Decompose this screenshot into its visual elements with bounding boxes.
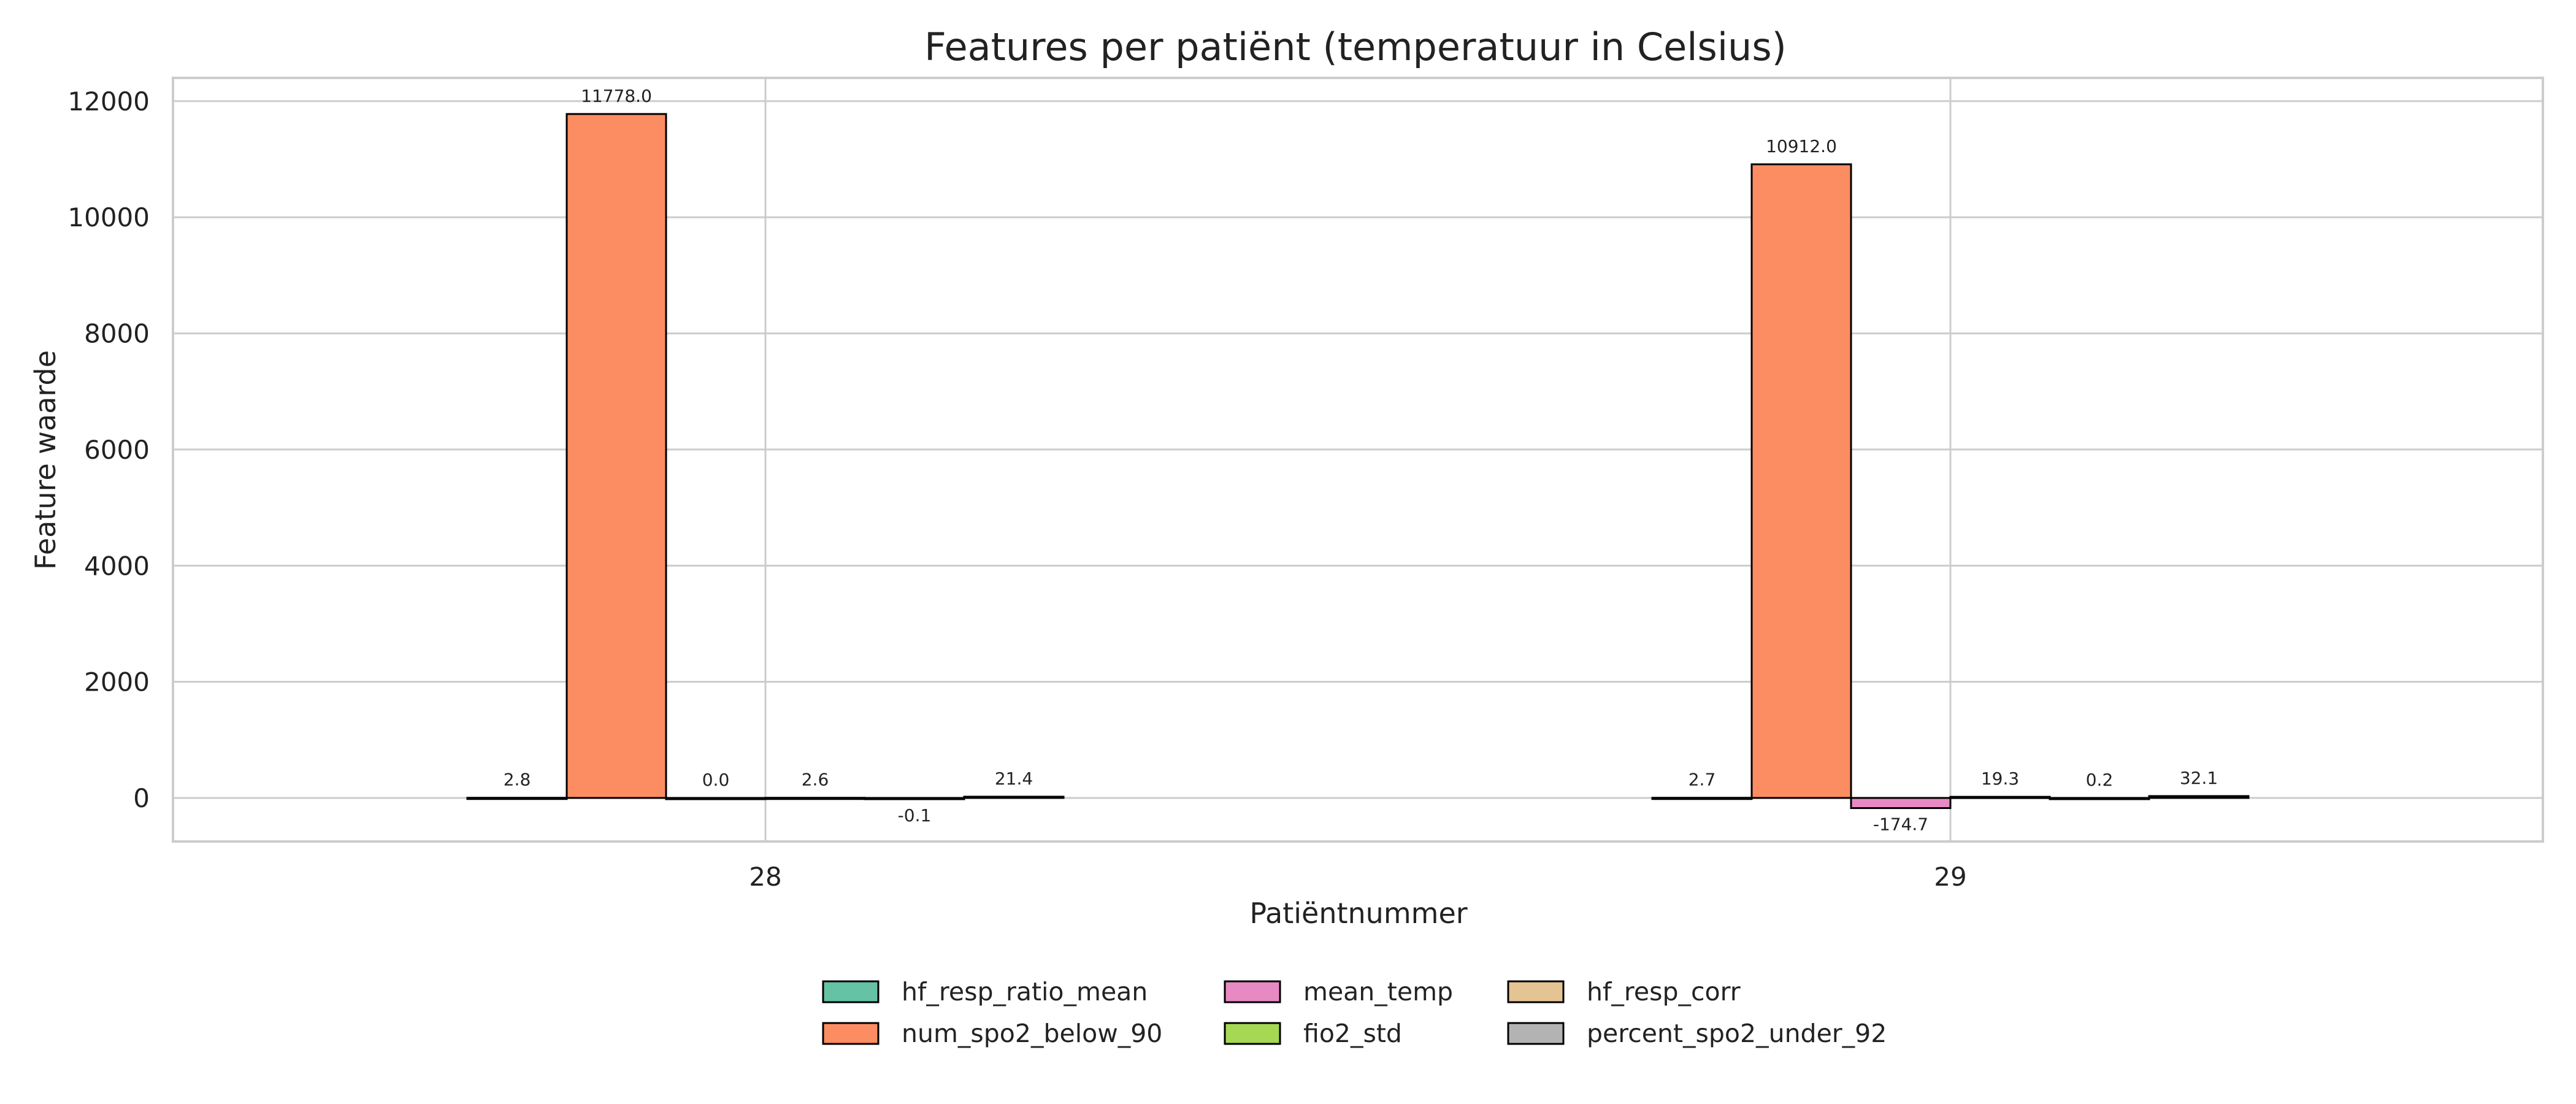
legend-label: percent_spo2_under_92 — [1587, 1019, 1887, 1048]
legend-swatch-hf_resp_ratio_mean — [822, 980, 880, 1003]
legend: hf_resp_ratio_mean num_spo2_below_90 mean_… — [822, 977, 1887, 1048]
bar-num_spo2_below_90-29 — [1750, 163, 1852, 799]
bar-value-label: 19.3 — [1981, 769, 2019, 789]
legend-swatch-hf_resp_corr — [1507, 980, 1565, 1003]
legend-label: hf_resp_corr — [1587, 977, 1741, 1006]
bar-value-label: 11778.0 — [581, 86, 652, 106]
bar-num_spo2_below_90-28 — [565, 113, 667, 799]
bar-hf_resp_ratio_mean-29 — [1651, 797, 1753, 800]
y-tick-label: 12000 — [67, 86, 150, 117]
y-tick-label: 8000 — [84, 319, 150, 349]
bar-hf_resp_ratio_mean-28 — [466, 797, 568, 800]
plot-area: 0 2000 4000 6000 8000 10000 12000 28 29 2.8 2.7 117… — [67, 77, 2544, 892]
bar-value-label: 10912.0 — [1766, 136, 1837, 156]
y-tick-label: 10000 — [67, 202, 150, 232]
bar-value-label: 32.1 — [2180, 768, 2218, 788]
bar-value-label: 2.7 — [1689, 770, 1716, 790]
bar-percent_spo2_under_92-29 — [2148, 795, 2250, 799]
x-tick-label: 29 — [1934, 862, 1966, 892]
bar-value-label: -0.1 — [898, 805, 932, 826]
legend-swatch-num_spo2_below_90 — [822, 1022, 880, 1045]
x-axis-label: Patiëntnummer — [1249, 897, 1467, 930]
y-tick-label: 2000 — [84, 667, 150, 697]
bar-value-label: -174.7 — [1873, 815, 1928, 835]
y-axis-label: Feature waarde — [29, 350, 62, 570]
bar-value-label: 2.6 — [802, 770, 829, 790]
bar-value-label: 21.4 — [995, 769, 1033, 789]
y-tick-label: 4000 — [84, 551, 150, 581]
bar-mean_temp-29 — [1850, 797, 1952, 810]
legend-label: num_spo2_below_90 — [902, 1019, 1162, 1048]
bar-value-label: 0.2 — [2086, 770, 2114, 790]
legend-swatch-mean_temp — [1224, 980, 1281, 1003]
y-tick-label: 0 — [133, 783, 150, 813]
chart-title: Features per patiënt (temperatuur in Cel… — [924, 25, 1787, 69]
plot-frame — [172, 77, 2544, 843]
bar-hf_resp_corr-29 — [2049, 797, 2150, 800]
legend-swatch-percent_spo2_under_92 — [1507, 1022, 1565, 1045]
legend-label: fio2_std — [1303, 1019, 1402, 1048]
legend-label: hf_resp_ratio_mean — [902, 977, 1148, 1006]
x-tick-label: 28 — [749, 862, 781, 892]
bar-value-label: 0.0 — [702, 770, 730, 790]
legend-swatch-fio2_std — [1224, 1022, 1281, 1045]
legend-label: mean_temp — [1303, 977, 1453, 1006]
bar-fio2_std-28 — [764, 797, 866, 800]
bar-hf_resp_corr-28 — [864, 797, 965, 800]
y-tick-label: 6000 — [84, 435, 150, 465]
bar-value-label: 2.8 — [504, 770, 531, 790]
bar-percent_spo2_under_92-28 — [963, 795, 1065, 799]
bar-mean_temp-28 — [665, 797, 767, 800]
bar-fio2_std-29 — [1949, 795, 2051, 799]
